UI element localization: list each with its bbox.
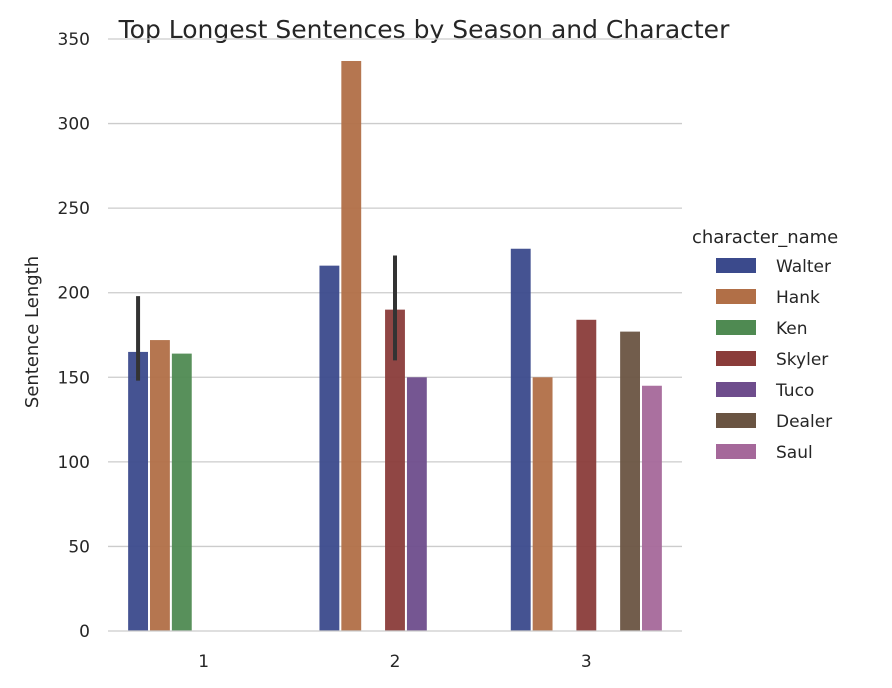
bar-saul-season-3 — [642, 385, 662, 631]
y-tick-label: 100 — [58, 453, 90, 473]
chart-title: Top Longest Sentences by Season and Char… — [118, 15, 730, 44]
y-tick-label: 350 — [58, 30, 90, 50]
legend-title: character_name — [692, 227, 838, 248]
bar-tuco-season-2 — [406, 377, 427, 631]
bar-hank-season-2 — [341, 60, 362, 631]
y-tick-label: 50 — [68, 537, 90, 557]
y-tick-label: 250 — [58, 199, 90, 219]
bar-ken-season-1 — [171, 353, 192, 631]
x-tick-label: 2 — [390, 652, 401, 672]
y-tick-labels: 0 50 100 150 200 250 300 350 — [58, 30, 90, 642]
legend-swatch-hank — [716, 289, 756, 304]
bar-dealer-season-3 — [620, 331, 640, 631]
y-tick-label: 200 — [58, 284, 90, 304]
legend-label-tuco: Tuco — [775, 381, 814, 401]
y-tick-label: 150 — [58, 368, 90, 388]
bar-walter-season-1 — [128, 351, 148, 631]
legend-items: Walter Hank Ken Skyler Tuco Dealer Saul — [716, 257, 832, 463]
x-tick-labels: 1 2 3 — [198, 652, 591, 672]
x-tick-label: 1 — [198, 652, 209, 672]
bar-hank-season-3 — [532, 377, 553, 631]
legend-label-dealer: Dealer — [776, 412, 832, 432]
legend-swatch-dealer — [716, 413, 756, 428]
legend: character_name Walter Hank Ken Skyler Tuco De… — [692, 227, 838, 463]
bars — [128, 60, 662, 632]
y-axis-label: Sentence Length — [22, 256, 43, 408]
x-tick-label: 3 — [581, 652, 592, 672]
bar-skyler-season-2 — [385, 309, 405, 631]
y-tick-label: 300 — [58, 115, 90, 135]
legend-label-ken: Ken — [776, 319, 808, 339]
bar-walter-season-3 — [510, 248, 531, 632]
legend-label-walter: Walter — [776, 257, 831, 277]
legend-swatch-ken — [716, 320, 756, 335]
bar-skyler-season-3 — [576, 319, 597, 631]
error-bars — [136, 255, 397, 381]
legend-label-skyler: Skyler — [776, 350, 828, 370]
legend-swatch-walter — [716, 258, 756, 273]
legend-label-saul: Saul — [776, 443, 813, 463]
legend-swatch-tuco — [716, 382, 756, 397]
legend-swatch-skyler — [716, 351, 756, 366]
legend-swatch-saul — [716, 444, 756, 459]
legend-label-hank: Hank — [776, 288, 820, 308]
bar-hank-season-1 — [150, 340, 170, 631]
bar-walter-season-2 — [319, 265, 340, 631]
y-tick-label: 0 — [79, 622, 90, 642]
